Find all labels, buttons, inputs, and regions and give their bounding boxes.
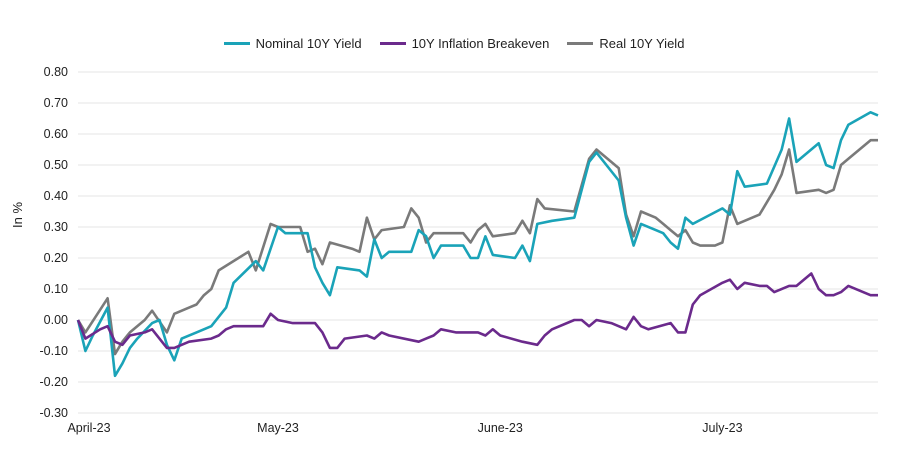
y-tick-label: 0.40 bbox=[44, 189, 68, 203]
x-tick-label: May-23 bbox=[257, 421, 299, 435]
series-line-nominal bbox=[76, 111, 879, 378]
y-tick-label: 0.00 bbox=[44, 313, 68, 327]
series-line-breakeven bbox=[76, 272, 878, 350]
y-tick-label: 0.30 bbox=[44, 220, 68, 234]
y-tick-label: 0.50 bbox=[44, 158, 68, 172]
y-tick-label: 0.80 bbox=[44, 65, 68, 79]
legend-label-real: Real 10Y Yield bbox=[599, 36, 685, 51]
legend-item-real: Real 10Y Yield bbox=[567, 36, 684, 51]
legend: Nominal 10Y Yield 10Y Inflation Breakeve… bbox=[0, 36, 908, 51]
legend-item-breakeven: 10Y Inflation Breakeven bbox=[379, 36, 550, 51]
y-tick-label: -0.30 bbox=[40, 406, 69, 420]
y-tick-label: 0.70 bbox=[44, 96, 68, 110]
y-axis-ticks: 0.80 0.70 0.60 0.50 0.40 0.30 0.20 0.10 0.00 -0.1… bbox=[40, 65, 69, 420]
legend-item-nominal: Nominal 10Y Yield bbox=[223, 36, 362, 51]
legend-label-nominal: Nominal 10Y Yield bbox=[255, 36, 362, 51]
series-line-real bbox=[76, 138, 878, 356]
y-tick-label: 0.20 bbox=[44, 251, 68, 265]
y-tick-label: 0.10 bbox=[44, 282, 68, 296]
y-tick-label: 0.60 bbox=[44, 127, 68, 141]
x-tick-label: July-23 bbox=[702, 421, 742, 435]
y-axis-label: In % bbox=[10, 202, 25, 228]
legend-swatch-nominal bbox=[223, 42, 250, 45]
legend-label-breakeven: 10Y Inflation Breakeven bbox=[411, 36, 550, 51]
grid bbox=[78, 71, 878, 414]
series-lines bbox=[76, 111, 879, 378]
legend-swatch-real bbox=[567, 42, 594, 45]
y-tick-label: -0.10 bbox=[40, 344, 69, 358]
legend-swatch-breakeven bbox=[379, 42, 406, 45]
x-axis-ticks: April-23 May-23 June-23 July-23 bbox=[67, 421, 742, 435]
x-tick-label: April-23 bbox=[67, 421, 110, 435]
x-tick-label: June-23 bbox=[478, 421, 523, 435]
y-tick-label: -0.20 bbox=[40, 375, 69, 389]
